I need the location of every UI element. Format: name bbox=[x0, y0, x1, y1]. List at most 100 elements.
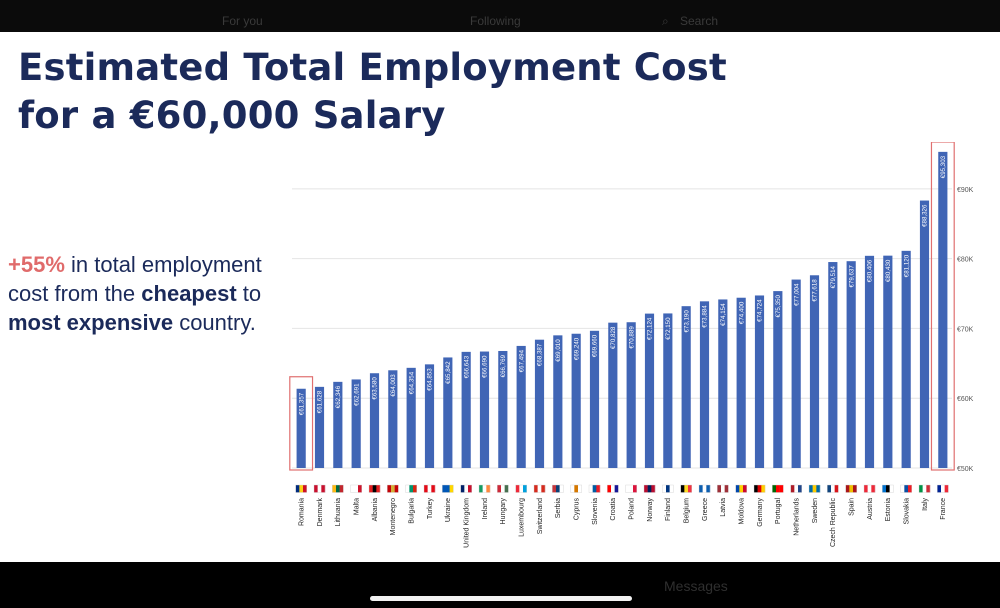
category-label: Bulgaria bbox=[409, 498, 416, 524]
flag-stripe bbox=[574, 485, 579, 493]
bar bbox=[388, 370, 398, 468]
bar bbox=[791, 279, 801, 468]
title-line-1: Estimated Total Employment Cost bbox=[18, 46, 727, 89]
flag-stripe bbox=[504, 485, 509, 493]
flag-outline bbox=[772, 484, 784, 493]
flag-stripe bbox=[482, 485, 487, 493]
bar-value-label: €66,690 bbox=[482, 355, 489, 378]
flag-stripe bbox=[735, 485, 740, 493]
category-label: Austria bbox=[867, 498, 874, 520]
category-label: France bbox=[940, 498, 947, 520]
flag-stripe bbox=[772, 485, 777, 493]
bar-value-label: €64,354 bbox=[408, 371, 415, 394]
category-label: Albania bbox=[372, 498, 379, 521]
flag-stripe bbox=[391, 485, 395, 493]
highlight-box bbox=[930, 142, 955, 471]
bar-value-label: €72,124 bbox=[647, 317, 654, 340]
bar bbox=[608, 322, 618, 468]
flag-stripe bbox=[424, 485, 428, 493]
flag-stripe bbox=[867, 485, 872, 493]
bar bbox=[846, 261, 856, 468]
bar bbox=[516, 345, 526, 468]
bar-value-label: €63,580 bbox=[372, 377, 379, 400]
flag-stripe bbox=[372, 485, 377, 493]
flag-stripe bbox=[556, 485, 560, 493]
bar bbox=[644, 313, 655, 468]
search-input[interactable]: Search bbox=[680, 14, 719, 28]
flag-stripe bbox=[699, 485, 703, 493]
flag-stripe bbox=[339, 485, 344, 493]
flag-stripe bbox=[834, 485, 839, 493]
bar-value-label: €62,346 bbox=[335, 385, 342, 408]
flag-stripe bbox=[501, 485, 505, 493]
category-label: Slovakia bbox=[904, 498, 911, 525]
highlight-box bbox=[289, 376, 314, 471]
flag-stripe bbox=[647, 485, 652, 493]
flag-outline bbox=[845, 484, 857, 493]
tab-for-you[interactable]: For you bbox=[222, 14, 263, 28]
bar-value-label: €66,643 bbox=[463, 355, 470, 378]
category-label: Ukraine bbox=[445, 498, 452, 522]
flag-stripe bbox=[812, 485, 817, 493]
flag-stripe bbox=[460, 485, 465, 493]
flag-stripe bbox=[666, 485, 670, 493]
flag-stripe bbox=[944, 485, 949, 493]
flag-outline bbox=[570, 484, 582, 493]
flag-outline bbox=[332, 484, 344, 493]
tab-following[interactable]: Following bbox=[470, 14, 521, 28]
flag-stripe bbox=[779, 485, 784, 493]
y-tick-label: €60K bbox=[957, 396, 974, 403]
flag-stripe bbox=[724, 485, 729, 493]
flag-stripe bbox=[589, 485, 593, 493]
category-label: Belgium bbox=[684, 498, 691, 523]
bar-value-label: €79,514 bbox=[830, 265, 837, 288]
flag-stripe bbox=[446, 485, 450, 493]
bar-value-label: €74,400 bbox=[738, 301, 745, 324]
flag-outline bbox=[735, 484, 747, 493]
flag-outline bbox=[625, 484, 637, 493]
flag-stripe bbox=[559, 485, 564, 493]
bar-value-label: €65,842 bbox=[445, 361, 452, 384]
bar bbox=[553, 335, 563, 468]
flag-stripe bbox=[941, 485, 945, 493]
flag-outline bbox=[918, 484, 931, 493]
y-tick-label: €80K bbox=[957, 257, 974, 264]
bar bbox=[424, 364, 435, 468]
flag-stripe bbox=[336, 485, 340, 493]
flag-stripe bbox=[922, 485, 927, 493]
flag-stripe bbox=[904, 485, 909, 493]
category-label: Switzerland bbox=[537, 498, 544, 534]
flag-stripe bbox=[431, 485, 436, 493]
flag-stripe bbox=[427, 485, 432, 493]
flag-stripe bbox=[314, 485, 318, 493]
bar-value-label: €81,120 bbox=[903, 254, 910, 277]
category-label: Sweden bbox=[812, 498, 819, 523]
flag-outline bbox=[533, 484, 546, 493]
bar-value-label: €70,828 bbox=[610, 326, 617, 349]
category-label: Portugal bbox=[775, 498, 782, 525]
flag-stripe bbox=[798, 485, 802, 493]
bar-value-label: €69,010 bbox=[555, 339, 562, 362]
flag-stripe bbox=[515, 485, 520, 493]
flag-outline bbox=[827, 484, 839, 493]
flag-stripe bbox=[303, 485, 307, 493]
flag-stripe bbox=[827, 485, 832, 493]
bar-value-label: €74,724 bbox=[757, 299, 764, 322]
flag-stripe bbox=[299, 485, 304, 493]
flag-stripe bbox=[534, 485, 538, 493]
flag-outline bbox=[790, 484, 802, 493]
category-label: Italy bbox=[922, 498, 929, 511]
callout-bold-cheapest: cheapest bbox=[141, 281, 237, 306]
messages-label[interactable]: Messages bbox=[664, 578, 728, 594]
category-label: Croatia bbox=[610, 498, 617, 521]
callout-text-1: in total employment cost from the bbox=[8, 252, 262, 306]
category-label: Hungary bbox=[500, 498, 507, 525]
flag-stripe bbox=[394, 485, 399, 493]
flag-stripe bbox=[882, 485, 887, 493]
category-label: Romania bbox=[299, 498, 306, 526]
background-bottom-bar: Messages bbox=[0, 562, 1000, 608]
flag-outline bbox=[882, 484, 894, 493]
home-indicator bbox=[370, 596, 632, 601]
flag-stripe bbox=[919, 485, 923, 493]
category-label: Finland bbox=[665, 498, 672, 521]
